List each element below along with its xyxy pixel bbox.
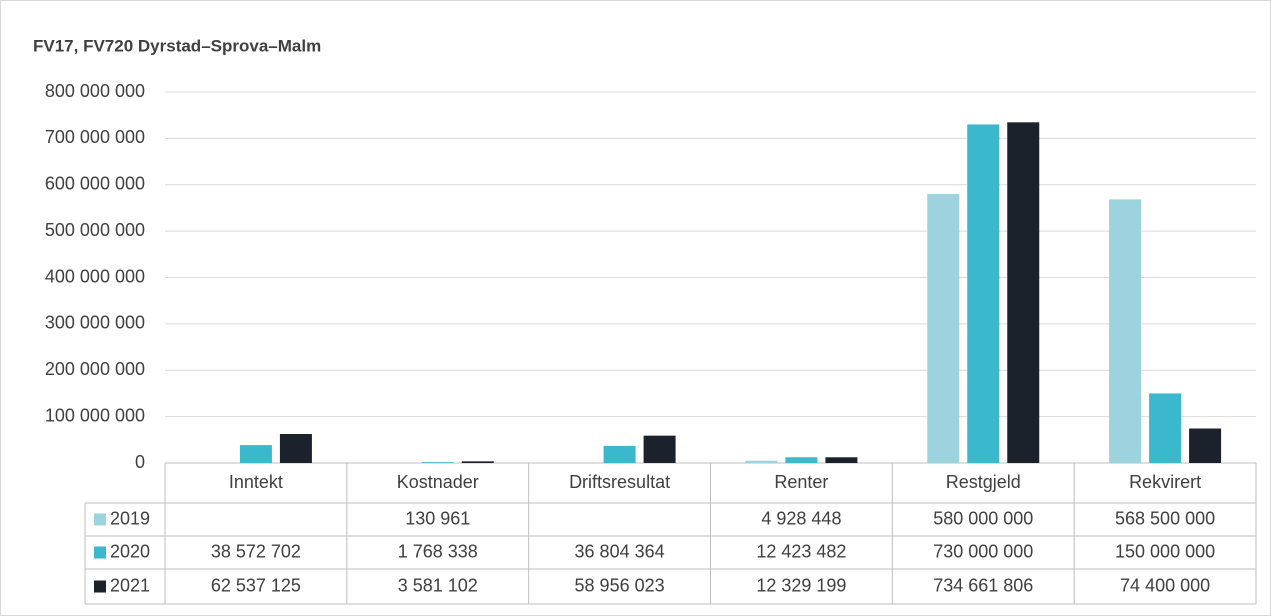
bar — [279, 433, 312, 463]
x-tick-label: Rekvirert — [1129, 472, 1201, 492]
table-value: 730 000 000 — [933, 541, 1033, 561]
table-value: 130 961 — [405, 508, 470, 528]
legend-swatch — [94, 546, 106, 559]
table-value: 150 000 000 — [1115, 541, 1215, 561]
x-tick-label: Inntekt — [229, 472, 283, 492]
bar — [745, 460, 778, 463]
legend-label: 2020 — [110, 541, 150, 561]
table-value: 74 400 000 — [1120, 575, 1210, 595]
bar — [421, 462, 454, 463]
bar — [967, 124, 1000, 464]
y-tick-label: 300 000 000 — [45, 313, 145, 333]
legend-label: 2021 — [110, 575, 150, 595]
table-value: 580 000 000 — [933, 508, 1033, 528]
table-value: 62 537 125 — [211, 575, 301, 595]
y-tick-label: 600 000 000 — [45, 174, 145, 194]
y-tick-label: 700 000 000 — [45, 127, 145, 147]
y-tick-label: 400 000 000 — [45, 266, 145, 286]
y-tick-label: 0 — [135, 452, 145, 472]
x-tick-label: Kostnader — [397, 472, 479, 492]
bar — [1189, 428, 1222, 463]
bar — [1109, 199, 1142, 463]
legend-swatch — [94, 580, 106, 593]
chart-title: FV17, FV720 Dyrstad–Sprova–Malm — [33, 36, 321, 55]
bar — [927, 194, 960, 463]
legend-label: 2019 — [110, 508, 150, 528]
y-tick-label: 100 000 000 — [45, 405, 145, 425]
bar — [461, 461, 494, 463]
legend-swatch — [94, 513, 106, 526]
bar — [825, 457, 858, 463]
bar — [1149, 393, 1182, 463]
bar — [1007, 122, 1040, 463]
table-value: 1 768 338 — [398, 541, 478, 561]
x-tick-label: Renter — [774, 472, 828, 492]
bar — [239, 445, 272, 463]
table-value: 12 423 482 — [756, 541, 846, 561]
bar — [643, 435, 676, 463]
y-tick-label: 800 000 000 — [45, 81, 145, 101]
y-tick-label: 200 000 000 — [45, 359, 145, 379]
table-value: 3 581 102 — [398, 575, 478, 595]
bar — [603, 445, 636, 463]
table-value: 12 329 199 — [756, 575, 846, 595]
table-value: 38 572 702 — [211, 541, 301, 561]
table-value: 4 928 448 — [761, 508, 841, 528]
x-tick-label: Driftsresultat — [569, 472, 670, 492]
x-tick-label: Restgjeld — [946, 472, 1021, 492]
table-value: 58 956 023 — [575, 575, 665, 595]
table-value: 36 804 364 — [575, 541, 665, 561]
table-value: 568 500 000 — [1115, 508, 1215, 528]
y-tick-label: 500 000 000 — [45, 220, 145, 240]
table-value: 734 661 806 — [933, 575, 1033, 595]
bar — [785, 457, 818, 463]
